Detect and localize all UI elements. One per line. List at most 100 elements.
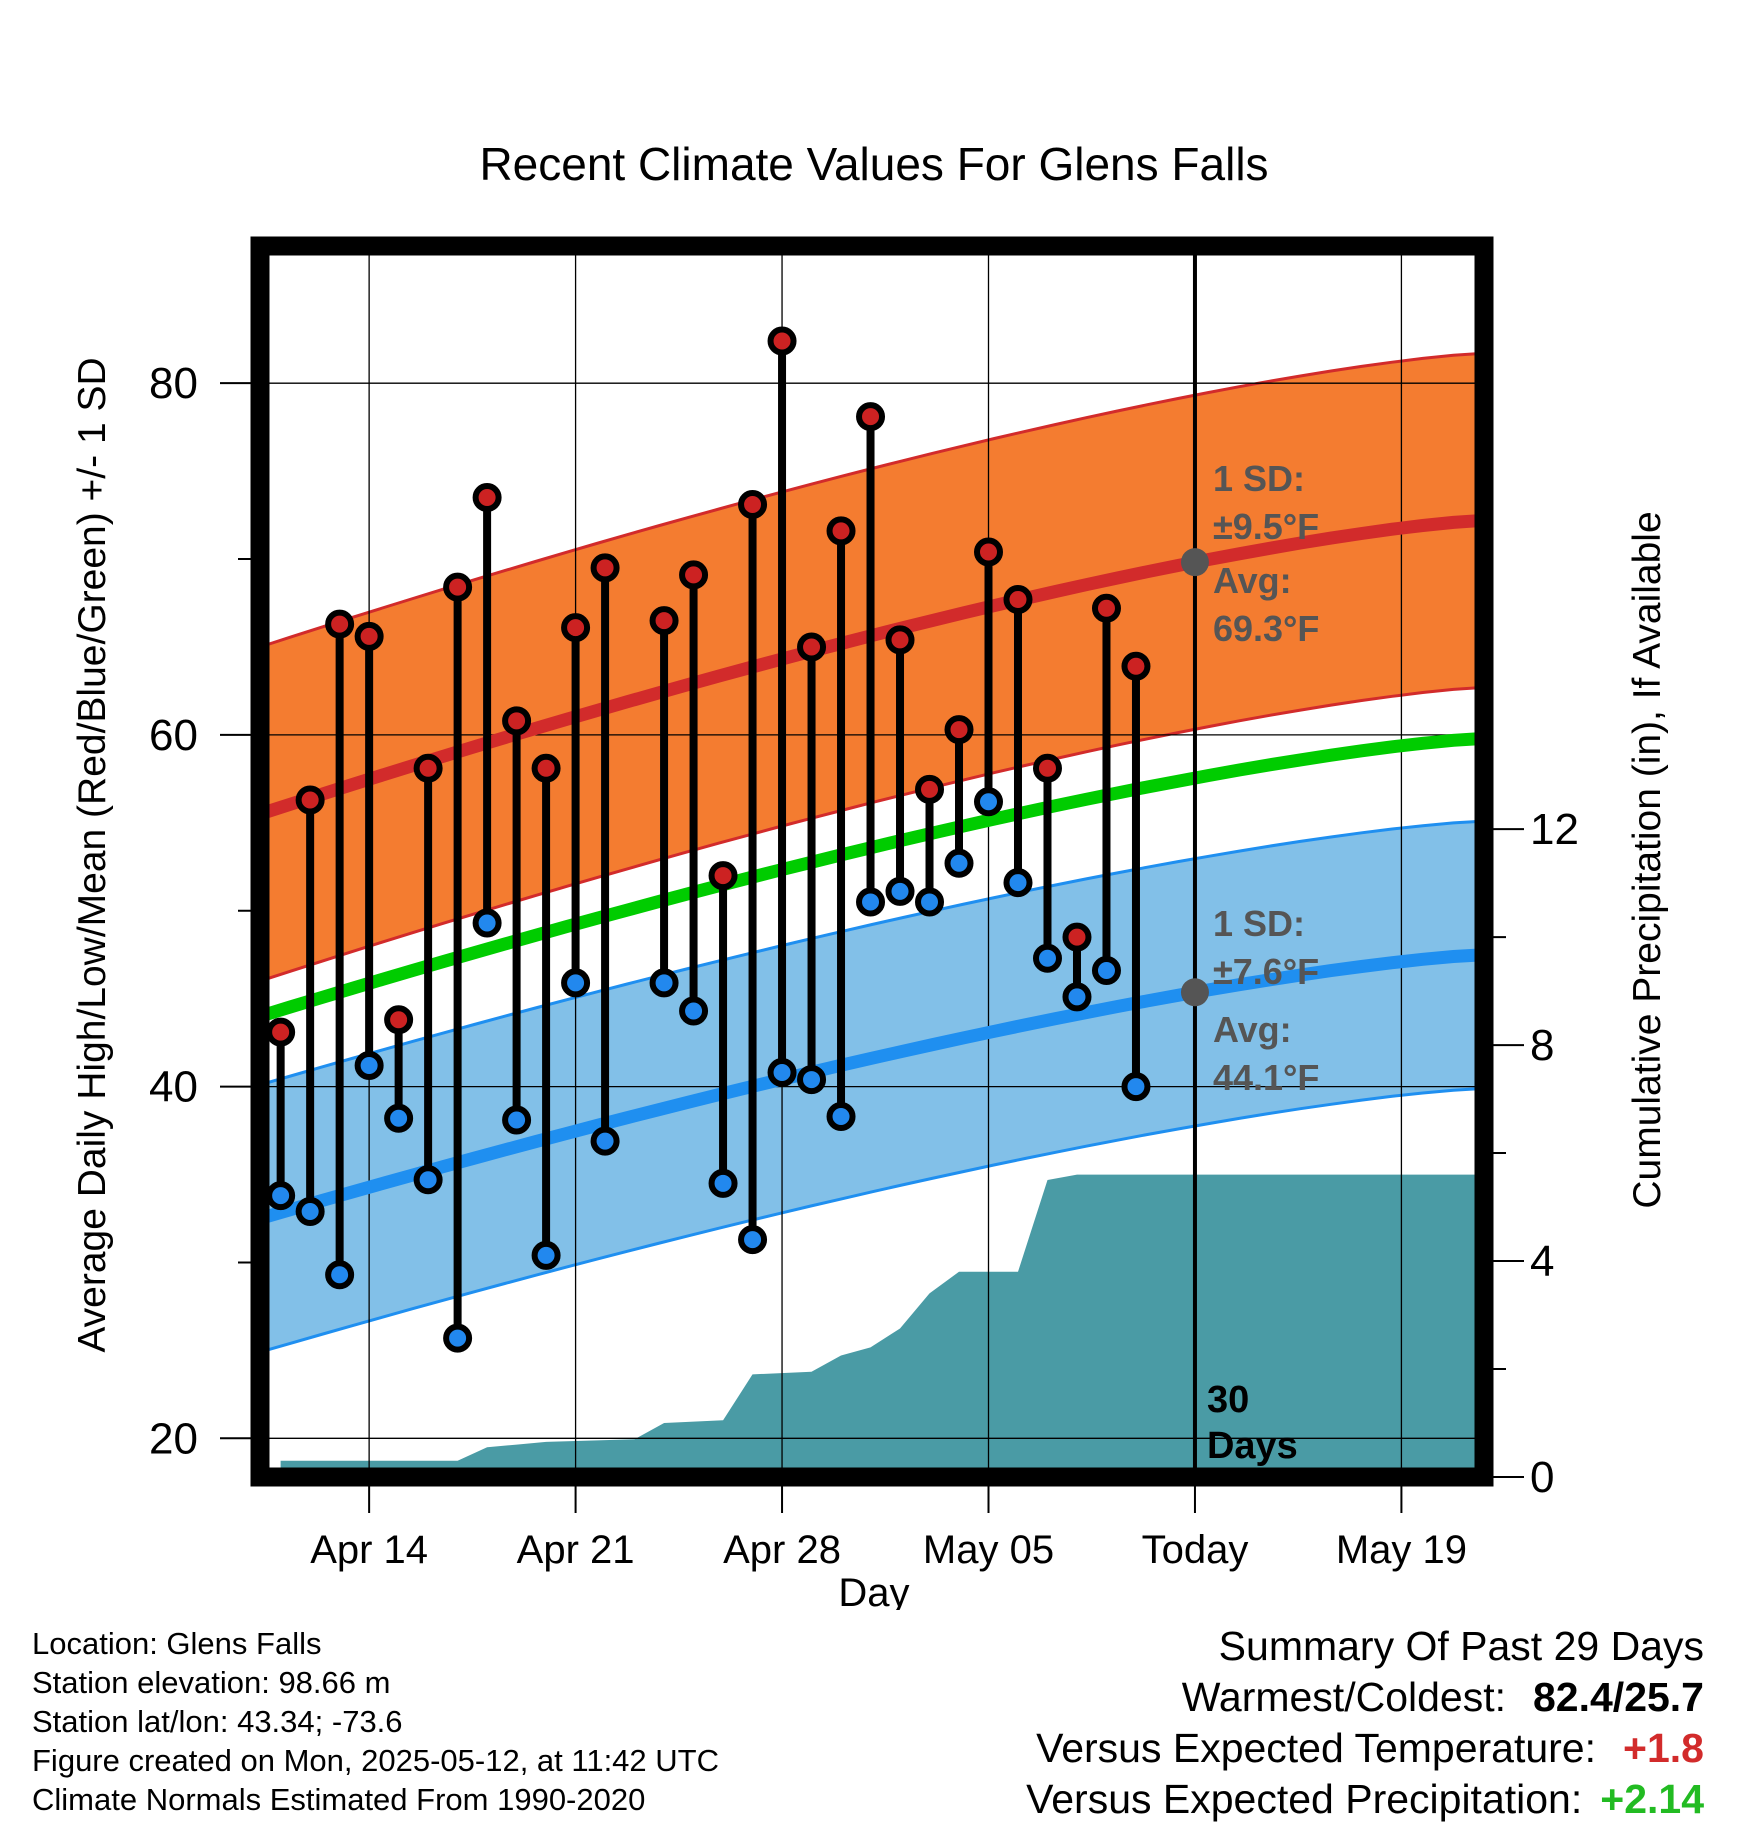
high-avg-label-2: 69.3°F xyxy=(1213,608,1319,649)
y-right-tick-label: 4 xyxy=(1530,1237,1554,1286)
x-tick-label: May 05 xyxy=(923,1528,1054,1572)
y-right-tick-label: 12 xyxy=(1530,805,1579,854)
warm-cold-label: Warmest/Coldest: xyxy=(1181,1674,1506,1720)
low-sd-label-2: ±7.6°F xyxy=(1213,951,1319,992)
low-sd-label-1: 1 SD: xyxy=(1213,903,1305,944)
daily-high-point xyxy=(1121,651,1151,681)
today-high-avg-marker xyxy=(1180,548,1209,577)
normal-low-line xyxy=(258,948,1485,1225)
daily-low-point xyxy=(649,968,679,998)
daily-high-point xyxy=(295,785,325,815)
precip-value: +2.14 xyxy=(1600,1776,1704,1822)
normals-text: Climate Normals Estimated From 1990-2020 xyxy=(32,1782,646,1817)
daily-high-point xyxy=(826,516,856,546)
high-sd-label-2: ±9.5°F xyxy=(1213,506,1319,547)
daily-low-point xyxy=(413,1165,443,1195)
daily-low-point xyxy=(856,887,886,917)
y-left-tick-label: 40 xyxy=(149,1063,198,1112)
daily-low-point xyxy=(443,1323,473,1353)
y-axis-label-right: Cumulative Precipitation (in), If Availa… xyxy=(1626,511,1669,1208)
station-info: Location: Glens Falls Station elevation:… xyxy=(32,1624,719,1819)
daily-low-point xyxy=(944,848,974,878)
x-tick-label: Apr 14 xyxy=(310,1528,428,1572)
daily-high-point xyxy=(974,537,1004,567)
daily-low-point xyxy=(1032,943,1062,973)
x-tick-label: Today xyxy=(1142,1528,1249,1572)
daily-low-point xyxy=(738,1225,768,1255)
daily-high-point xyxy=(738,490,768,520)
temp-label: Versus Expected Temperature: xyxy=(1036,1725,1596,1771)
y-left-tick-label: 20 xyxy=(149,1414,198,1463)
cumulative-precipitation-area xyxy=(280,1174,1485,1477)
daily-low-point xyxy=(679,996,709,1026)
daily-low-point xyxy=(531,1240,561,1270)
daily-low-point xyxy=(885,876,915,906)
daily-high-point xyxy=(649,606,679,636)
daily-low-point xyxy=(797,1065,827,1095)
high-avg-label-1: Avg: xyxy=(1213,560,1292,601)
warm-cold-value: 82.4/25.7 xyxy=(1533,1674,1704,1720)
daily-low-point xyxy=(1121,1072,1151,1102)
daily-low-point xyxy=(502,1105,532,1135)
daily-low-point xyxy=(295,1196,325,1226)
summary-warm-cold: Warmest/Coldest: 82.4/25.7 xyxy=(1026,1672,1704,1723)
created-text: Figure created on Mon, 2025-05-12, at 11… xyxy=(32,1743,719,1778)
today-days-label-2: Days xyxy=(1207,1425,1298,1467)
daily-high-point xyxy=(384,1005,414,1035)
daily-low-point xyxy=(325,1260,355,1290)
daily-high-point xyxy=(561,613,591,643)
daily-low-point xyxy=(590,1126,620,1156)
summary-title: Summary Of Past 29 Days xyxy=(1218,1623,1704,1669)
daily-low-point xyxy=(354,1050,384,1080)
daily-high-point xyxy=(325,609,355,639)
x-tick-label: Apr 21 xyxy=(517,1528,635,1572)
temp-value: +1.8 xyxy=(1623,1725,1704,1771)
daily-high-point xyxy=(443,572,473,602)
high-sd-label-1: 1 SD: xyxy=(1213,458,1305,499)
daily-low-point xyxy=(1062,982,1092,1012)
daily-high-point xyxy=(472,482,502,512)
latlon-text: Station lat/lon: 43.34; -73.6 xyxy=(32,1704,403,1739)
daily-high-point xyxy=(767,326,797,356)
daily-high-point xyxy=(679,560,709,590)
daily-high-point xyxy=(1003,584,1033,614)
daily-high-point xyxy=(590,553,620,583)
elevation-text: Station elevation: 98.66 m xyxy=(32,1665,391,1700)
daily-low-point xyxy=(974,787,1004,817)
x-tick-label: May 19 xyxy=(1336,1528,1467,1572)
daily-high-point xyxy=(797,632,827,662)
y-left-tick-label: 60 xyxy=(149,711,198,760)
low-avg-label-1: Avg: xyxy=(1213,1009,1292,1050)
low-band-lower-edge xyxy=(259,1086,1485,1354)
summary-precip: Versus Expected Precipitation: +2.14 xyxy=(1026,1774,1704,1825)
daily-low-point xyxy=(384,1103,414,1133)
x-axis-label: Day xyxy=(838,1571,909,1610)
daily-high-point xyxy=(708,861,738,891)
daily-high-point xyxy=(915,774,945,804)
y-right-tick-label: 0 xyxy=(1530,1453,1554,1502)
daily-low-point xyxy=(826,1101,856,1131)
daily-high-point xyxy=(1062,922,1092,952)
low-band-upper-edge xyxy=(259,819,1485,1087)
climate-chart: Recent Climate Values For Glens Falls 1 … xyxy=(71,138,1669,1610)
plot-area: 1 SD: ±9.5°F Avg: 69.3°F 1 SD: ±7.6°F Avg: 44.1… xyxy=(149,236,1579,1572)
daily-low-point xyxy=(708,1168,738,1198)
daily-high-point xyxy=(413,753,443,783)
location-text: Location: Glens Falls xyxy=(32,1626,322,1661)
daily-low-point xyxy=(472,908,502,938)
chart-title: Recent Climate Values For Glens Falls xyxy=(479,138,1268,190)
plot-frame xyxy=(250,236,1494,1487)
daily-high-point xyxy=(502,706,532,736)
daily-low-point xyxy=(266,1181,296,1211)
daily-high-point xyxy=(856,402,886,432)
summary-temp: Versus Expected Temperature: +1.8 xyxy=(1026,1723,1704,1774)
daily-high-point xyxy=(531,753,561,783)
daily-high-point xyxy=(944,715,974,745)
y-axis-label-left: Average Daily High/Low/Mean (Red/Blue/Gr… xyxy=(71,357,114,1352)
today-low-avg-marker xyxy=(1180,978,1209,1007)
x-tick-label: Apr 28 xyxy=(723,1528,841,1572)
low-avg-label-2: 44.1°F xyxy=(1213,1057,1319,1098)
daily-high-point xyxy=(885,625,915,655)
daily-high-point xyxy=(1091,593,1121,623)
daily-high-point xyxy=(354,621,384,651)
